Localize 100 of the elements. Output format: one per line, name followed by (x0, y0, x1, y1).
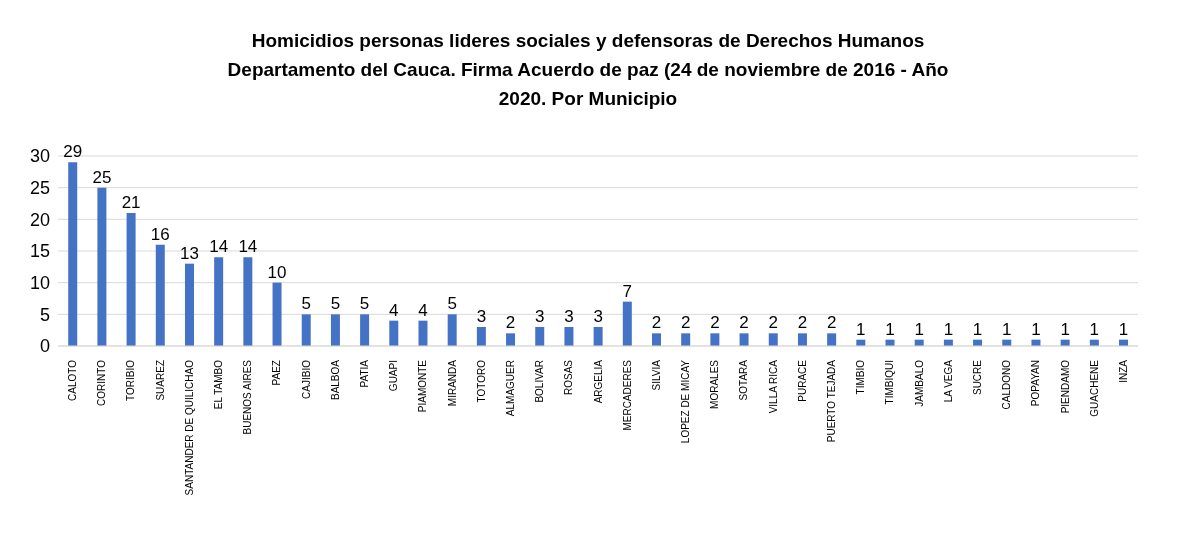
data-label: 1 (972, 319, 983, 339)
bar (681, 333, 691, 346)
x-tick-label: LOPEZ DE MICAY (680, 359, 692, 444)
data-label: 13 (180, 243, 199, 263)
data-label: 1 (914, 319, 924, 339)
data-label: 2 (680, 313, 691, 333)
x-tick-label: PAEZ (271, 360, 283, 386)
data-label: 5 (359, 294, 370, 314)
bar (506, 333, 516, 346)
x-tick-label: GUACHENE (1088, 359, 1100, 417)
x-tick-label: INZA (1117, 359, 1129, 383)
data-label: 5 (301, 294, 311, 314)
data-label: 25 (92, 167, 112, 187)
bar (389, 320, 399, 346)
data-label: 4 (389, 300, 399, 320)
x-tick-label: MORALES (709, 359, 721, 409)
data-label: 2 (651, 313, 662, 333)
x-tick-label: GUAPI (388, 360, 400, 392)
bar (476, 327, 486, 346)
bar (739, 333, 749, 346)
data-label: 5 (330, 294, 341, 314)
bar (97, 187, 107, 346)
bar (827, 333, 837, 346)
bar (797, 333, 807, 346)
data-label: 2 (710, 313, 720, 333)
data-label: 5 (447, 294, 457, 314)
data-label: 3 (535, 307, 545, 326)
x-tick-label: SUCRE (971, 359, 983, 396)
y-tick-label: 5 (39, 304, 50, 325)
y-tick-label: 30 (29, 146, 50, 167)
data-label: 1 (1118, 319, 1129, 339)
data-label: 1 (1089, 319, 1100, 339)
bar (243, 257, 253, 346)
chart-title: Homicidios personas lideres sociales y defensoras de Derechos Humanos Departamento del Cauca. Firma Acuerdo de paz (24 de noviembre de 2016 - Año 2020. Por Municipio (226, 29, 950, 111)
data-label: 2 (797, 313, 808, 333)
bar (535, 327, 545, 346)
x-tick-label: MIRANDA (446, 359, 458, 407)
data-label: 1 (856, 319, 866, 339)
data-label: 14 (209, 237, 229, 257)
bar (68, 162, 78, 346)
bar (360, 314, 370, 346)
y-tick-label: 25 (29, 178, 50, 199)
data-label: 1 (943, 319, 954, 339)
x-tick-label: JAMBALO (913, 359, 925, 407)
data-label: 2 (505, 313, 516, 333)
x-tick-label: BUENOS AIRES (242, 359, 254, 435)
data-label: 3 (593, 307, 603, 326)
bar (593, 327, 603, 346)
bar (652, 333, 661, 346)
bar (301, 314, 311, 346)
data-label: 10 (267, 262, 287, 282)
data-label: 2 (826, 313, 837, 333)
x-tick-label: CAJIBIO (300, 359, 312, 399)
x-tick-label: TIMBIO (855, 359, 867, 395)
data-label: 2 (768, 313, 778, 333)
bar (564, 327, 574, 346)
x-tick-label: SILVIA (650, 359, 662, 391)
x-tick-label: PIAMONTE (417, 359, 429, 413)
data-label: 3 (564, 307, 574, 326)
bar (622, 301, 632, 346)
x-tick-label: TORIBIO (125, 359, 137, 401)
data-label: 16 (150, 224, 170, 244)
data-label: 3 (476, 307, 487, 326)
x-tick-label: SOTARA (738, 359, 750, 401)
x-tick-label: CALOTO (67, 359, 79, 401)
x-tick-label: PIENDAMO (1059, 359, 1071, 414)
data-label: 14 (238, 237, 258, 257)
data-label: 7 (622, 281, 633, 301)
y-tick-label: 20 (29, 209, 50, 230)
data-label: 1 (1031, 319, 1041, 339)
bar (447, 314, 457, 346)
x-tick-label: PURACE (796, 359, 808, 402)
data-label: 1 (885, 319, 895, 339)
data-label: 4 (418, 300, 428, 320)
bar (184, 263, 194, 346)
bar (214, 257, 224, 346)
x-tick-label: CORINTO (96, 359, 108, 406)
x-tick-label: VILLA RICA (767, 359, 779, 414)
data-label: 29 (63, 142, 83, 162)
x-tick-label: SUAREZ (154, 360, 166, 401)
y-tick-label: 10 (29, 273, 50, 294)
data-label: 21 (121, 193, 141, 212)
x-tick-label: BOLIVAR (534, 360, 546, 403)
bar (710, 333, 720, 346)
x-tick-label: EL TAMBO (213, 359, 225, 410)
bar (768, 333, 778, 346)
x-tick-label: LA VEGA (942, 359, 954, 403)
x-tick-label: CALDONO (1001, 359, 1013, 410)
bar (272, 282, 282, 346)
x-tick-label: TOTORO (475, 359, 487, 403)
bar (418, 320, 428, 346)
x-tick-label: PATIA (358, 359, 370, 388)
x-tick-label: SANTANDER DE QUILICHAO (183, 359, 195, 496)
x-tick-label: BALBOA (329, 359, 341, 401)
x-tick-label: MERCADERES (621, 359, 633, 431)
x-tick-label: ARGELIA (592, 359, 604, 404)
bar (155, 244, 165, 346)
bar (126, 213, 136, 346)
data-label: 1 (1060, 319, 1070, 339)
data-label: 2 (739, 313, 749, 333)
